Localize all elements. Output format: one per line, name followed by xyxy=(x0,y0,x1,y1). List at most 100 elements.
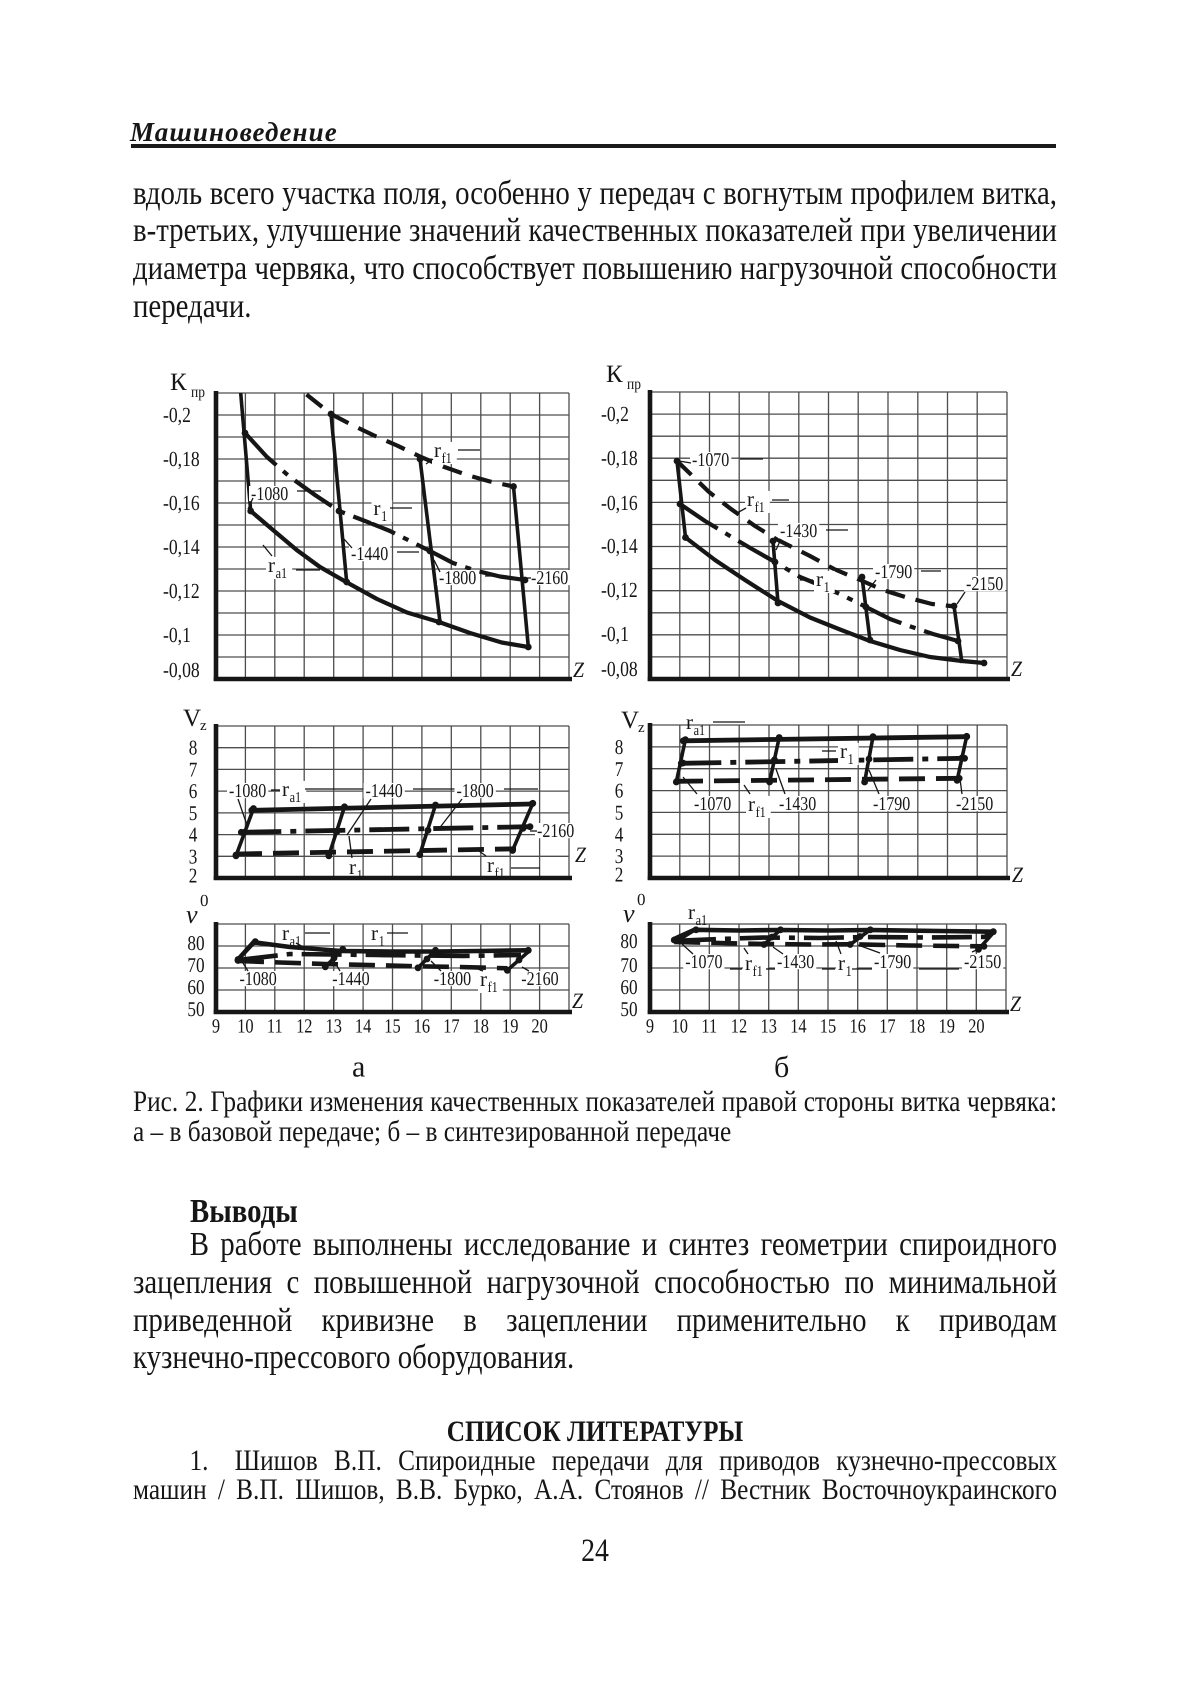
svg-text:r: r xyxy=(349,855,356,879)
svg-text:-1440: -1440 xyxy=(332,969,369,990)
svg-text:-1430: -1430 xyxy=(780,521,817,542)
svg-text:-1070: -1070 xyxy=(694,794,731,815)
svg-text:r: r xyxy=(371,921,378,945)
svg-text:11: 11 xyxy=(267,1016,283,1038)
svg-text:10: 10 xyxy=(237,1016,253,1038)
svg-text:18: 18 xyxy=(473,1016,489,1038)
svg-text:r: r xyxy=(282,777,289,801)
svg-text:б: б xyxy=(774,1051,789,1084)
svg-text:5: 5 xyxy=(189,801,198,825)
svg-text:-1800: -1800 xyxy=(439,568,476,589)
svg-text:16: 16 xyxy=(414,1016,430,1038)
svg-text:60: 60 xyxy=(187,975,204,999)
svg-text:12: 12 xyxy=(296,1016,312,1038)
svg-text:80: 80 xyxy=(620,929,637,953)
svg-text:20: 20 xyxy=(968,1016,984,1038)
svg-text:-1080: -1080 xyxy=(240,969,277,990)
svg-text:50: 50 xyxy=(187,997,204,1021)
svg-text:-0,14: -0,14 xyxy=(601,534,638,558)
svg-text:Z: Z xyxy=(1010,991,1022,1016)
svg-text:1: 1 xyxy=(824,580,830,596)
svg-text:-1800: -1800 xyxy=(457,781,494,802)
svg-text:f1: f1 xyxy=(495,866,505,882)
svg-text:3: 3 xyxy=(189,844,198,868)
svg-text:0: 0 xyxy=(200,891,209,910)
svg-text:4: 4 xyxy=(615,822,624,846)
svg-text:r: r xyxy=(816,567,823,591)
svg-text:а: а xyxy=(352,1051,365,1084)
svg-text:z: z xyxy=(200,718,207,734)
svg-text:5: 5 xyxy=(615,801,624,825)
svg-text:ν: ν xyxy=(186,900,198,929)
svg-text:-2150: -2150 xyxy=(964,952,1001,973)
svg-text:-0,16: -0,16 xyxy=(163,491,200,515)
svg-text:-0,12: -0,12 xyxy=(163,579,200,603)
svg-text:r: r xyxy=(487,853,494,877)
svg-text:f1: f1 xyxy=(756,805,766,821)
svg-text:а1: а1 xyxy=(290,934,302,950)
svg-text:-1790: -1790 xyxy=(875,562,912,583)
svg-text:70: 70 xyxy=(187,953,204,977)
svg-text:К: К xyxy=(606,361,623,388)
svg-text:-2160: -2160 xyxy=(537,821,574,842)
svg-text:13: 13 xyxy=(761,1016,777,1038)
svg-text:f1: f1 xyxy=(442,451,452,467)
svg-text:Z: Z xyxy=(573,657,585,682)
svg-text:f1: f1 xyxy=(488,980,498,996)
svg-text:f1: f1 xyxy=(755,500,765,516)
svg-text:Z: Z xyxy=(575,842,587,867)
svg-text:11: 11 xyxy=(701,1016,717,1038)
svg-text:К: К xyxy=(170,369,187,396)
svg-text:-0,2: -0,2 xyxy=(163,403,191,427)
svg-text:пр: пр xyxy=(191,384,205,401)
svg-text:6: 6 xyxy=(189,779,198,803)
svg-text:Z: Z xyxy=(1012,862,1024,887)
svg-text:-1430: -1430 xyxy=(779,794,816,815)
svg-text:18: 18 xyxy=(909,1016,925,1038)
svg-text:-1440: -1440 xyxy=(351,544,388,565)
svg-text:14: 14 xyxy=(355,1016,371,1038)
svg-text:6: 6 xyxy=(615,779,624,803)
svg-text:ν: ν xyxy=(623,899,635,928)
svg-text:r: r xyxy=(745,951,752,975)
svg-text:15: 15 xyxy=(384,1016,400,1038)
svg-text:r: r xyxy=(840,739,847,763)
svg-text:-1440: -1440 xyxy=(366,781,403,802)
svg-text:2: 2 xyxy=(189,864,198,888)
svg-text:13: 13 xyxy=(326,1016,342,1038)
svg-text:1: 1 xyxy=(379,934,385,950)
svg-text:17: 17 xyxy=(879,1016,895,1038)
svg-text:а1: а1 xyxy=(290,790,302,806)
svg-text:-1800: -1800 xyxy=(434,969,471,990)
svg-text:80: 80 xyxy=(187,931,204,955)
svg-text:r: r xyxy=(480,967,487,991)
svg-text:50: 50 xyxy=(620,997,637,1021)
svg-text:r: r xyxy=(282,921,289,945)
svg-text:r: r xyxy=(268,553,275,577)
svg-text:7: 7 xyxy=(189,757,198,781)
svg-text:-0,1: -0,1 xyxy=(163,623,191,647)
svg-text:а1: а1 xyxy=(276,566,288,582)
svg-text:60: 60 xyxy=(620,975,637,999)
svg-text:-0,18: -0,18 xyxy=(601,446,638,470)
svg-text:1: 1 xyxy=(848,752,854,768)
svg-text:-1430: -1430 xyxy=(777,952,814,973)
svg-text:8: 8 xyxy=(615,735,624,759)
svg-text:9: 9 xyxy=(646,1016,654,1038)
svg-text:-1070: -1070 xyxy=(692,450,729,471)
svg-text:Z: Z xyxy=(572,988,584,1013)
svg-text:19: 19 xyxy=(939,1016,955,1038)
svg-text:15: 15 xyxy=(820,1016,836,1038)
svg-text:r: r xyxy=(748,792,755,816)
svg-text:7: 7 xyxy=(615,757,624,781)
svg-text:8: 8 xyxy=(189,736,198,760)
svg-text:-0,1: -0,1 xyxy=(601,622,629,646)
svg-text:r: r xyxy=(434,438,441,462)
svg-text:-2150: -2150 xyxy=(956,794,993,815)
svg-text:-1080: -1080 xyxy=(251,484,288,505)
svg-text:а1: а1 xyxy=(696,913,708,929)
svg-text:-1790: -1790 xyxy=(873,794,910,815)
svg-text:Z: Z xyxy=(1011,656,1023,681)
svg-text:-1080: -1080 xyxy=(229,781,266,802)
svg-text:20: 20 xyxy=(531,1016,547,1038)
